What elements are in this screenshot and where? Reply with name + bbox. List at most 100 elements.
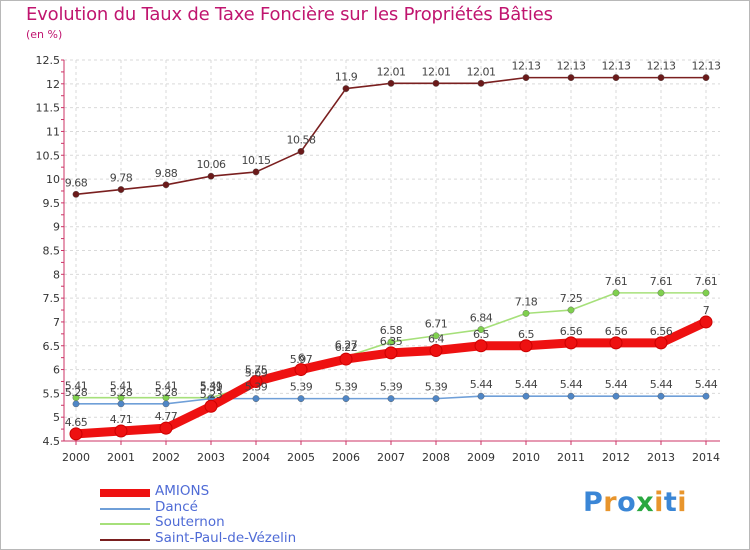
logo-letter: i [654,487,664,518]
data-point-saint-paul-de-vezelin [702,74,710,82]
data-label-saint-paul-de-vezelin: 12.13 [602,60,631,73]
data-label-dance: 5.39 [290,381,313,394]
data-label-souternon: 6.71 [425,318,448,331]
data-point-souternon [432,332,440,340]
data-point-souternon [522,309,530,317]
data-point-amions [654,336,668,350]
data-point-dance [72,400,80,408]
logo-letter: P [583,487,604,518]
data-label-saint-paul-de-vezelin: 12.01 [377,65,406,78]
data-point-saint-paul-de-vezelin [432,79,440,87]
data-label-dance: 5.44 [470,378,493,391]
data-label-saint-paul-de-vezelin: 9.88 [155,167,178,180]
data-point-saint-paul-de-vezelin [207,172,215,180]
y-tick-label: 7.5 [43,292,61,305]
data-label-saint-paul-de-vezelin: 12.01 [467,65,496,78]
data-point-dance [522,392,530,400]
axes: 4.5 5 5.5 6 6.5 7 7.5 8 8.5 9 9.5 10 10.5 11 11.5 12 12.… [36,54,720,464]
data-label-amions: 6.56 [605,325,628,338]
data-point-saint-paul-de-vezelin [72,190,80,198]
data-point-dance [432,395,440,403]
y-tick-label: 5 [53,411,60,424]
data-label-souternon: 7.18 [515,295,538,308]
logo-letter: r [603,487,618,518]
data-label-dance: 5.44 [650,378,673,391]
y-tick-label: 6.5 [43,340,61,353]
data-point-souternon [477,326,485,333]
y-tick-label: 10.5 [36,149,61,162]
x-tick-label: 2013 [647,451,675,464]
data-label-saint-paul-de-vezelin: 12.13 [512,60,541,73]
data-label-souternon: 6.84 [470,312,493,325]
series-lines [69,74,713,441]
data-label-amions: 5.75 [245,363,268,376]
data-point-dance [117,400,125,408]
data-label-saint-paul-de-vezelin: 11.9 [335,71,358,84]
data-point-amions [204,399,218,413]
data-point-dance [252,395,260,403]
y-tick-label: 9 [53,221,60,234]
data-label-dance: 5.28 [155,386,178,399]
data-point-amions [69,427,83,441]
data-point-dance [387,395,395,403]
data-point-amions [564,336,578,350]
legend-swatch [100,489,150,497]
data-label-saint-paul-de-vezelin: 12.13 [692,60,721,73]
data-label-dance: 5.39 [425,381,448,394]
data-point-amions [429,344,443,358]
data-point-amions [609,336,623,350]
data-label-amions: 5.23 [200,388,223,401]
data-label-souternon: 5.69 [245,366,268,379]
data-label-amions: 6.4 [428,333,444,346]
legend-swatch [100,538,150,541]
y-tick-label: 8 [53,268,60,281]
data-point-dance [612,392,620,400]
data-label-amions: 4.71 [110,413,133,426]
chart-unit-label: (en %) [26,28,63,41]
data-point-dance [477,392,485,400]
data-label-dance: 5.28 [65,386,88,399]
x-tick-label: 2008 [422,451,450,464]
y-tick-label: 6 [53,364,60,377]
data-label-amions: 6.35 [380,335,403,348]
data-point-saint-paul-de-vezelin [387,79,395,87]
data-point-dance [702,392,710,400]
x-tick-label: 2007 [377,451,405,464]
data-label-saint-paul-de-vezelin: 10.58 [287,133,316,146]
data-label-saint-paul-de-vezelin: 9.68 [65,176,88,189]
data-point-saint-paul-de-vezelin [252,168,260,176]
data-label-souternon: 7.61 [695,275,718,288]
y-tick-label: 11.5 [36,102,61,115]
data-label-dance: 5.39 [335,381,358,394]
data-label-dance: 5.28 [110,386,133,399]
logo-letter: x [636,487,655,518]
legend-swatch [100,523,150,525]
grid-lines [64,59,720,442]
data-label-dance: 5.39 [380,381,403,394]
data-label-saint-paul-de-vezelin: 12.13 [647,60,676,73]
x-tick-label: 2014 [692,451,720,464]
data-point-souternon [387,338,395,346]
y-tick-label: 5.5 [43,387,61,400]
data-label-souternon: 5.41 [200,380,223,393]
data-label-amions: 7 [703,304,710,317]
data-point-souternon [612,289,620,297]
x-tick-label: 2002 [152,451,180,464]
x-tick-label: 2003 [197,451,225,464]
data-point-saint-paul-de-vezelin [117,186,125,193]
proxiti-logo: Proxiti [583,487,687,518]
data-point-saint-paul-de-vezelin [567,74,575,82]
data-label-amions: 6 [298,352,305,365]
data-label-amions: 6.5 [518,328,534,341]
data-label-souternon: 7.61 [605,275,628,288]
data-label-souternon: 6.27 [335,339,358,352]
y-tick-label: 8.5 [43,245,61,258]
data-point-amions [249,374,263,388]
data-label-souternon: 7.61 [650,275,673,288]
legend-swatch [100,507,150,510]
legend-label: Souternon [155,514,225,530]
data-point-saint-paul-de-vezelin [342,85,350,92]
data-point-amions [339,352,353,366]
data-label-saint-paul-de-vezelin: 10.06 [197,158,226,171]
